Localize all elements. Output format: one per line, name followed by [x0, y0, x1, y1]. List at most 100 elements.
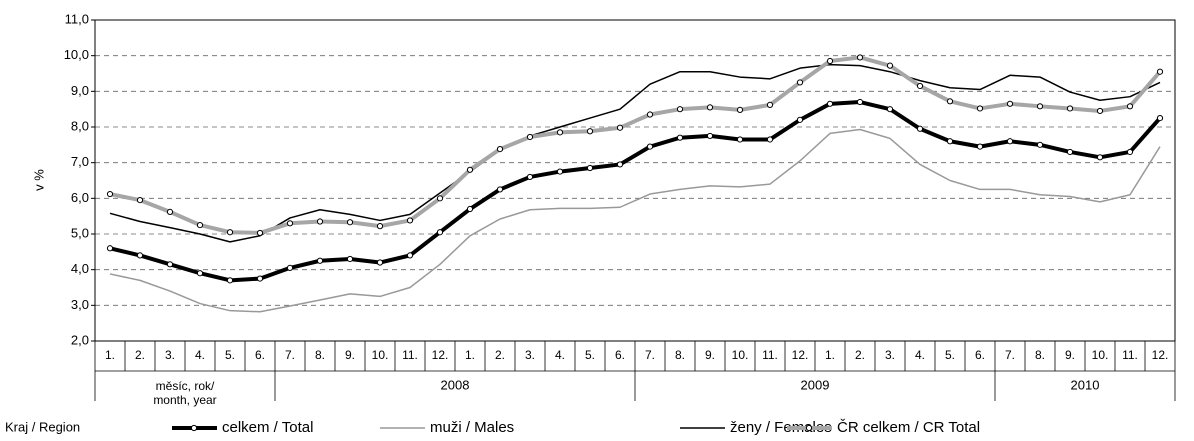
point — [526, 133, 534, 141]
point — [1066, 105, 1074, 112]
y-tick-label: 4,0 — [71, 261, 89, 276]
y-tick-label: 5,0 — [71, 225, 89, 240]
point — [556, 168, 564, 175]
point — [706, 132, 714, 140]
point — [346, 219, 354, 226]
point — [1126, 148, 1134, 156]
x-tick-label: 6. — [615, 348, 625, 362]
point — [976, 105, 984, 112]
point — [796, 116, 804, 123]
y-tick-label: 10,0 — [64, 47, 89, 62]
point — [466, 166, 474, 173]
group-label: month, year — [153, 393, 216, 407]
point — [1156, 68, 1164, 75]
point — [166, 208, 174, 215]
x-tick-label: 12. — [1152, 348, 1169, 362]
point — [286, 264, 294, 271]
y-tick-label: 7,0 — [71, 154, 89, 169]
point — [856, 98, 864, 106]
point — [976, 143, 984, 150]
x-tick-label: 12. — [432, 348, 449, 362]
x-tick-label: 3. — [525, 348, 535, 362]
group-label: měsíc, rok/ — [156, 379, 215, 393]
x-tick-label: 5. — [225, 348, 235, 362]
point — [886, 62, 894, 69]
point — [1066, 148, 1074, 156]
x-tick-label: 8. — [675, 348, 685, 362]
x-tick-label: 2. — [855, 348, 865, 362]
point — [196, 221, 204, 229]
point — [376, 259, 384, 266]
x-tick-label: 7. — [285, 348, 295, 362]
x-tick-label: 10. — [1092, 348, 1109, 362]
x-tick-label: 1. — [465, 348, 475, 362]
x-tick-label: 7. — [645, 348, 655, 362]
point — [196, 270, 204, 277]
x-tick-label: 11. — [1122, 348, 1138, 362]
point — [256, 275, 264, 282]
point — [1006, 138, 1014, 145]
x-tick-label: 8. — [1035, 348, 1045, 362]
point — [646, 143, 654, 150]
x-tick-label: 3. — [165, 348, 175, 362]
point — [256, 229, 264, 237]
x-tick-label: 10. — [372, 348, 389, 362]
legend-marker — [190, 424, 198, 432]
point — [616, 124, 624, 131]
x-tick-label: 5. — [945, 348, 955, 362]
point — [136, 252, 144, 259]
legend-label: ČR celkem / CR Total — [837, 419, 980, 436]
point — [886, 106, 894, 113]
point — [826, 100, 834, 107]
series-line — [109, 63, 1161, 243]
series-line — [109, 55, 1162, 235]
x-tick-label: 1. — [825, 348, 835, 362]
point — [766, 101, 774, 108]
point — [916, 82, 924, 90]
legend-marker — [805, 424, 813, 432]
x-tick-label: 9. — [345, 348, 355, 362]
point — [616, 161, 624, 168]
point — [736, 106, 744, 113]
point — [586, 128, 594, 135]
y-tick-label: 11,0 — [65, 11, 89, 26]
group-label: 2009 — [801, 377, 830, 392]
x-tick-label: 4. — [195, 348, 205, 362]
legend-title: Kraj / Region — [5, 419, 80, 434]
group-label: 2008 — [441, 377, 470, 392]
legend-label: celkem / Total — [222, 419, 313, 436]
point — [436, 229, 444, 236]
point — [1156, 114, 1164, 122]
x-tick-label: 4. — [555, 348, 565, 362]
legend-label: muži / Males — [430, 419, 514, 436]
x-tick-label: 9. — [1065, 348, 1075, 362]
point — [946, 98, 954, 105]
point — [106, 245, 114, 252]
point — [286, 220, 294, 227]
point — [1036, 141, 1044, 148]
point — [796, 79, 804, 86]
x-tick-label: 11. — [762, 348, 778, 362]
x-tick-label: 12. — [792, 348, 809, 362]
plot-frame — [94, 19, 1176, 342]
point — [706, 104, 714, 111]
y-tick-label: 2,0 — [71, 332, 89, 347]
x-tick-label: 2. — [135, 348, 145, 362]
point — [496, 186, 504, 193]
point — [766, 136, 774, 143]
point — [946, 138, 954, 145]
point — [1036, 103, 1044, 110]
point — [316, 257, 324, 264]
point — [376, 223, 384, 230]
series-line — [109, 100, 1162, 283]
x-tick-label: 2. — [495, 348, 505, 362]
legend-label: ženy / Females — [730, 419, 832, 436]
group-label: 2010 — [1071, 377, 1100, 392]
point — [676, 106, 684, 113]
point — [1126, 103, 1134, 110]
x-tick-label: 9. — [705, 348, 715, 362]
y-tick-label: 6,0 — [71, 190, 89, 205]
y-tick-label: 9,0 — [71, 83, 89, 98]
point — [526, 173, 534, 181]
